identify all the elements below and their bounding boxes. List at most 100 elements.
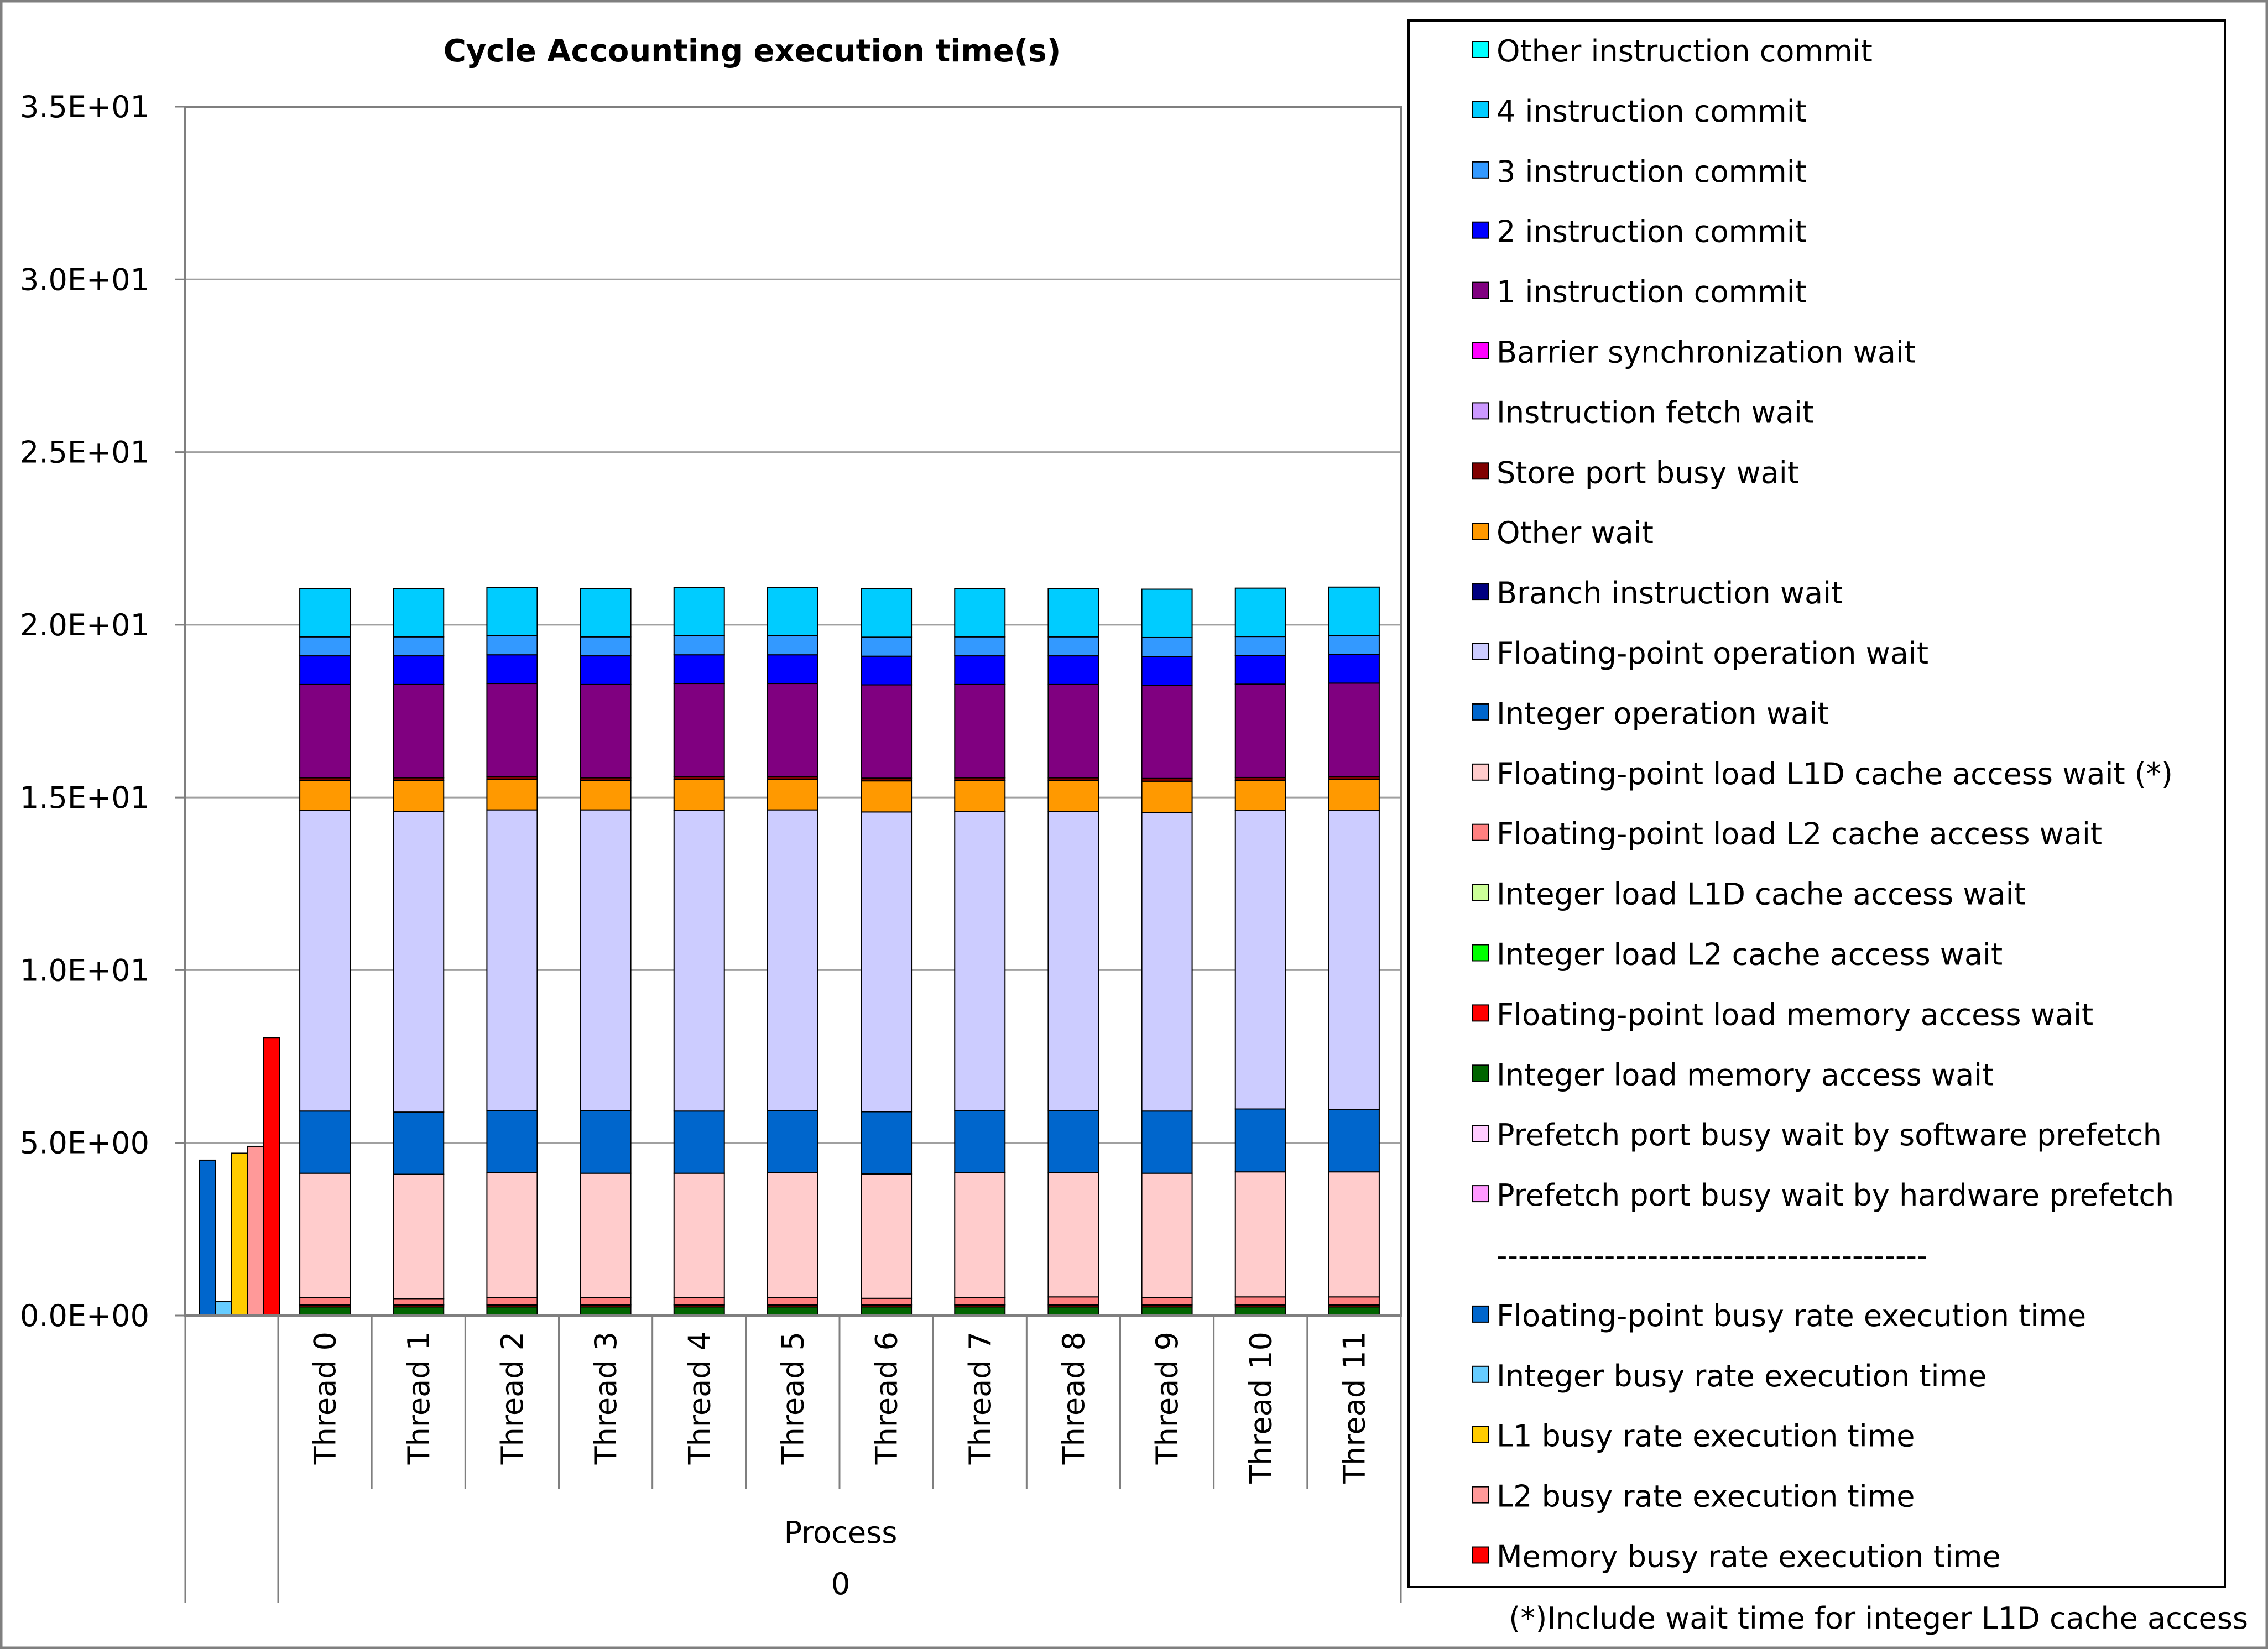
bar-segment-t0-s7 bbox=[299, 780, 351, 811]
legend-swatch-6 bbox=[1472, 402, 1489, 420]
legend-label-3: 2 instruction commit bbox=[1497, 215, 1807, 249]
bar-segment-t7-s7 bbox=[954, 780, 1006, 812]
x-tick-label: Thread 5 bbox=[775, 1332, 810, 1465]
legend-label-21: Floating-point busy rate execution time bbox=[1497, 1298, 2086, 1333]
legend-swatch-15 bbox=[1472, 944, 1489, 962]
legend-swatch-18 bbox=[1472, 1125, 1489, 1142]
bar-segment-t7-s6 bbox=[954, 811, 1006, 1111]
bar-segment-t3-s7 bbox=[580, 780, 632, 811]
bar-segment-t11-s0 bbox=[1328, 1306, 1380, 1317]
legend-swatch-19 bbox=[1472, 1185, 1489, 1203]
bar-segment-t7-s12 bbox=[954, 588, 1006, 638]
bar-segment-t11-s9 bbox=[1328, 682, 1380, 777]
bar-segment-t9-s10 bbox=[1141, 656, 1193, 686]
bar-segment-t2-s0 bbox=[486, 1306, 538, 1317]
x-tick-label: Thread 11 bbox=[1337, 1332, 1372, 1484]
bar-segment-t1-s10 bbox=[393, 655, 445, 685]
bar-segment-t5-s11 bbox=[767, 635, 818, 656]
bar-segment-t10-s11 bbox=[1234, 636, 1286, 656]
bar-segment-t7-s3 bbox=[954, 1297, 1006, 1306]
x-tick-label: Thread 4 bbox=[682, 1332, 717, 1465]
bar-segment-t1-s9 bbox=[393, 683, 445, 779]
bar-segment-t9-s12 bbox=[1141, 588, 1193, 638]
legend-label-20: ---------------------------------------- bbox=[1497, 1238, 1927, 1273]
legend-label-23: L1 busy rate execution time bbox=[1497, 1419, 1915, 1454]
bar-segment-t2-s11 bbox=[486, 635, 538, 656]
bar-segment-t3-s10 bbox=[580, 655, 632, 685]
x-tick-label: Thread 2 bbox=[495, 1332, 530, 1465]
bar-segment-t8-s4 bbox=[1047, 1172, 1099, 1298]
legend-label-0: Other instruction commit bbox=[1497, 34, 1873, 69]
y-tick-label: 1.5E+01 bbox=[20, 780, 149, 815]
bar-segment-t7-s11 bbox=[954, 636, 1006, 657]
bar-segment-t0-s11 bbox=[299, 636, 351, 657]
y-tick-label: 5.0E+00 bbox=[20, 1126, 149, 1161]
bar-segment-t4-s7 bbox=[673, 779, 725, 811]
legend-swatch-1 bbox=[1472, 101, 1489, 118]
legend-swatch-8 bbox=[1472, 523, 1489, 540]
bar-segment-t11-s7 bbox=[1328, 779, 1380, 811]
legend-swatch-22 bbox=[1472, 1365, 1489, 1383]
bar-segment-t0-s6 bbox=[299, 810, 351, 1112]
bar-segment-t6-s5 bbox=[861, 1111, 913, 1175]
legend-swatch-17 bbox=[1472, 1064, 1489, 1082]
bar-segment-t7-s4 bbox=[954, 1172, 1006, 1298]
y-tick-label: 3.5E+01 bbox=[20, 90, 149, 124]
bar-segment-t0-s0 bbox=[299, 1306, 351, 1317]
bar-segment-t9-s7 bbox=[1141, 780, 1193, 813]
bar-segment-t0-s10 bbox=[299, 655, 351, 685]
bar-segment-t6-s7 bbox=[861, 780, 913, 813]
thread-stacked-bars bbox=[299, 586, 1380, 1317]
bar-segment-t4-s3 bbox=[673, 1297, 725, 1306]
y-tick-label: 2.5E+01 bbox=[20, 435, 149, 470]
bar-segment-t8-s3 bbox=[1047, 1296, 1099, 1306]
bar-segment-t10-s0 bbox=[1234, 1306, 1286, 1317]
bar-segment-t6-s9 bbox=[861, 684, 913, 779]
bar-segment-t1-s5 bbox=[393, 1111, 445, 1175]
bar-segment-t1-s7 bbox=[393, 780, 445, 812]
bar-segment-t11-s12 bbox=[1328, 586, 1380, 636]
legend-label-25: Memory busy rate execution time bbox=[1497, 1540, 2001, 1574]
bar-segment-t5-s9 bbox=[767, 683, 818, 777]
legend-swatch-10 bbox=[1472, 643, 1489, 660]
legend-label-14: Integer load L1D cache access wait bbox=[1497, 877, 2026, 912]
bar-segment-t9-s11 bbox=[1141, 636, 1193, 657]
x-tick-label: Thread 8 bbox=[1056, 1332, 1091, 1465]
bar-segment-t2-s10 bbox=[486, 654, 538, 685]
bar-segment-t4-s12 bbox=[673, 587, 725, 636]
bar-segment-t11-s10 bbox=[1328, 654, 1380, 684]
bar-segment-t7-s9 bbox=[954, 683, 1006, 779]
bar-segment-t8-s11 bbox=[1047, 636, 1099, 657]
legend-swatch-3 bbox=[1472, 221, 1489, 239]
bar-segment-t9-s3 bbox=[1141, 1297, 1193, 1306]
bar-segment-t8-s5 bbox=[1047, 1110, 1099, 1173]
bar-segment-t6-s3 bbox=[861, 1297, 913, 1306]
legend-swatch-25 bbox=[1472, 1546, 1489, 1564]
bar-segment-t10-s9 bbox=[1234, 683, 1286, 778]
legend-label-5: Barrier synchronization wait bbox=[1497, 335, 1916, 370]
legend-label-22: Integer busy rate execution time bbox=[1497, 1359, 1987, 1394]
x-tick-label: Thread 10 bbox=[1243, 1332, 1278, 1484]
bar-segment-t2-s7 bbox=[486, 779, 538, 811]
legend-frame bbox=[1407, 19, 2226, 1588]
legend-swatch-0 bbox=[1472, 41, 1489, 58]
legend-label-8: Other wait bbox=[1497, 515, 1654, 550]
legend-swatch-13 bbox=[1472, 823, 1489, 841]
bar-segment-t8-s0 bbox=[1047, 1306, 1099, 1317]
bar-segment-t4-s11 bbox=[673, 635, 725, 656]
x-tick-label: Thread 0 bbox=[308, 1332, 343, 1465]
plot-area-border bbox=[184, 106, 1402, 1317]
bar-segment-t6-s6 bbox=[861, 811, 913, 1113]
bar-segment-t6-s11 bbox=[861, 636, 913, 657]
process-bar-0 bbox=[199, 1159, 216, 1316]
group-value-process: 0 bbox=[831, 1567, 850, 1601]
x-tick-label: Thread 1 bbox=[402, 1332, 436, 1465]
legend-swatch-16 bbox=[1472, 1004, 1489, 1022]
bar-segment-t0-s5 bbox=[299, 1110, 351, 1174]
legend-label-1: 4 instruction commit bbox=[1497, 94, 1807, 129]
legend-swatch-11 bbox=[1472, 703, 1489, 721]
bar-segment-t10-s7 bbox=[1234, 779, 1286, 811]
legend-swatch-5 bbox=[1472, 342, 1489, 359]
bar-segment-t1-s12 bbox=[393, 588, 445, 638]
x-tick-label: Thread 6 bbox=[869, 1332, 904, 1465]
